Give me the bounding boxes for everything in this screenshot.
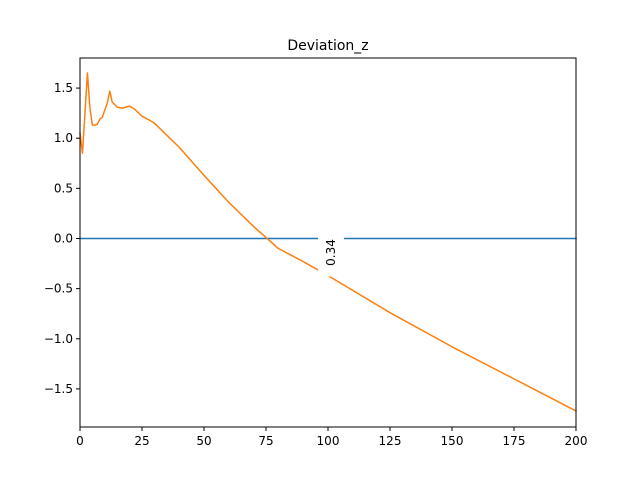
plot-area: 0.34 0 25 50 75 100 125 150 175 200 1.5 1.0 0.5 0.0 −0… [44, 57, 588, 448]
y-tick-label-3: 0.0 [54, 231, 73, 245]
y-tick-label-0: 1.5 [54, 81, 73, 95]
y-tick-label-6: −1.5 [44, 382, 73, 396]
series-line-1 [79, 72, 578, 412]
x-tick-label-8: 200 [565, 434, 588, 448]
x-tick-label-2: 50 [196, 434, 211, 448]
x-tick-label-3: 75 [258, 434, 273, 448]
x-tick-label-7: 175 [503, 434, 526, 448]
x-tick-label-4: 100 [317, 434, 340, 448]
x-tick-label-5: 125 [379, 434, 402, 448]
y-tick-label-5: −1.0 [44, 332, 73, 346]
x-tick-label-0: 0 [76, 434, 84, 448]
annotation-label-0: 0.34 [324, 239, 338, 266]
chart-title: Deviation_z [287, 38, 368, 54]
annotation-background-0 [318, 234, 344, 277]
y-tick-label-4: −0.5 [44, 282, 73, 296]
y-tick-label-2: 0.5 [54, 181, 73, 195]
x-tick-label-1: 25 [134, 434, 149, 448]
x-tick-label-6: 150 [441, 434, 464, 448]
y-tick-label-1: 1.0 [54, 131, 73, 145]
